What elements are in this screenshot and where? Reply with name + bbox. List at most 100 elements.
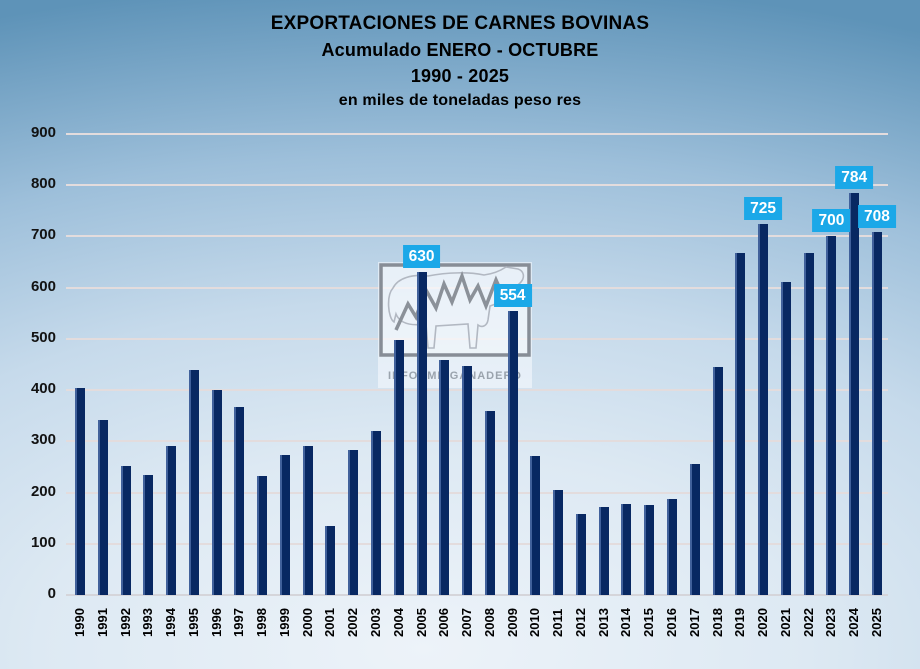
- y-tick-label-600: 600: [30, 277, 56, 295]
- bar-2014: [621, 504, 632, 595]
- bar-2012: [575, 514, 586, 595]
- bar-2008: [484, 411, 495, 595]
- x-tick-label-2003: 2003: [368, 608, 383, 637]
- bar-2006: [439, 360, 450, 595]
- bar-2001: [325, 526, 336, 595]
- x-tick-label-2023: 2023: [823, 608, 839, 637]
- chart-subtitle-years: 1990 - 2025: [410, 66, 510, 86]
- x-axis-line: [66, 594, 888, 596]
- chart-subtitle-period: Acumulado ENERO - OCTUBRE: [321, 40, 599, 60]
- x-tick-label-1997: 1997: [231, 608, 247, 637]
- bar-2024: [849, 193, 860, 595]
- x-tick-label-1996: 1996: [208, 608, 224, 637]
- bar-2004: [393, 340, 404, 595]
- bar-1993: [143, 474, 154, 595]
- bar-2016: [667, 498, 678, 595]
- bar-2007: [462, 366, 473, 595]
- y-tick-label-400: 400: [30, 380, 56, 398]
- gridline-200: [66, 491, 888, 494]
- bar-1997: [234, 407, 245, 595]
- bar-2000: [302, 445, 313, 595]
- bar-2010: [530, 456, 541, 595]
- bar-2005: [416, 272, 427, 595]
- x-tick-label-2017: 2017: [686, 608, 702, 637]
- bar-2017: [689, 463, 700, 595]
- x-tick-label-1993: 1993: [140, 608, 156, 637]
- x-tick-label-2011: 2011: [550, 608, 566, 637]
- x-tick-label-2025: 2025: [868, 608, 884, 637]
- watermark-label: INFORME GANADERO: [388, 370, 522, 382]
- bar-2002: [348, 449, 359, 595]
- zigzag-chart-icon: [394, 270, 506, 331]
- x-tick-label-2018: 2018: [709, 608, 725, 637]
- x-tick-label-2024: 2024: [846, 608, 862, 637]
- bar-2015: [644, 505, 655, 595]
- data-label-2024: 784: [835, 166, 874, 190]
- x-tick-label-2016: 2016: [664, 608, 680, 637]
- cow-outline-icon: [387, 266, 525, 349]
- x-tick-label-2002: 2002: [345, 608, 361, 637]
- x-tick-label-1990: 1990: [72, 608, 87, 637]
- bar-2019: [735, 253, 746, 595]
- x-tick-label-2008: 2008: [481, 608, 497, 637]
- x-tick-label-2005: 2005: [413, 608, 429, 637]
- y-tick-label-700: 700: [30, 226, 56, 244]
- bar-2020: [758, 223, 769, 595]
- x-tick-label-2010: 2010: [527, 608, 543, 637]
- y-tick-label-200: 200: [30, 482, 56, 500]
- x-tick-label-2007: 2007: [459, 608, 475, 637]
- x-tick-label-2021: 2021: [777, 608, 793, 637]
- x-tick-label-2000: 2000: [299, 608, 315, 637]
- x-tick-label-1992: 1992: [117, 608, 133, 637]
- y-tick-label-900: 900: [30, 124, 56, 141]
- x-tick-label-2009: 2009: [504, 608, 520, 637]
- chart-title: EXPORTACIONES DE CARNES BOVINAS: [270, 13, 650, 34]
- gridline-400: [66, 389, 888, 392]
- bar-2018: [712, 366, 723, 595]
- bar-1999: [279, 454, 290, 595]
- x-tick-label-1991: 1991: [94, 608, 110, 637]
- y-tick-label-300: 300: [30, 431, 56, 449]
- bar-1990: [75, 388, 85, 595]
- x-tick-label-2013: 2013: [595, 608, 611, 637]
- x-tick-label-1995: 1995: [185, 608, 201, 637]
- data-label-2025: 708: [858, 205, 896, 229]
- x-tick-label-2022: 2022: [800, 608, 816, 637]
- data-label-2020: 725: [744, 196, 783, 220]
- gridline-300: [66, 440, 888, 443]
- x-tick-label-2020: 2020: [755, 608, 771, 637]
- y-tick-label-0: 0: [47, 585, 56, 602]
- bar-1992: [120, 466, 131, 595]
- bar-1996: [211, 389, 222, 595]
- data-label-2005: 630: [402, 245, 441, 269]
- chart-subtitle-units: en miles de toneladas peso res: [338, 92, 582, 109]
- x-tick-label-2004: 2004: [390, 608, 406, 637]
- bar-2021: [780, 281, 791, 595]
- bar-2025: [871, 232, 882, 595]
- x-tick-label-2014: 2014: [618, 608, 634, 637]
- x-tick-label-2015: 2015: [641, 608, 657, 637]
- x-tick-label-1998: 1998: [254, 608, 270, 637]
- x-tick-label-2006: 2006: [436, 608, 452, 637]
- gridline-800: [66, 184, 888, 187]
- bar-2013: [598, 506, 609, 595]
- bar-1998: [257, 475, 268, 595]
- x-tick-label-1994: 1994: [163, 608, 179, 637]
- data-label-2023: 700: [812, 209, 851, 233]
- y-tick-label-500: 500: [30, 328, 56, 346]
- x-tick-label-2012: 2012: [572, 608, 588, 637]
- data-label-2009: 554: [493, 284, 532, 308]
- gridline-100: [66, 542, 888, 545]
- bar-2009: [507, 311, 518, 595]
- bar-1991: [97, 419, 108, 595]
- y-tick-label-100: 100: [30, 533, 56, 551]
- bar-2003: [371, 431, 381, 595]
- x-tick-label-2001: 2001: [322, 608, 338, 637]
- x-tick-label-1999: 1999: [276, 608, 292, 637]
- x-tick-label-2019: 2019: [732, 608, 748, 637]
- bar-2011: [553, 489, 564, 595]
- bar-2022: [803, 253, 814, 595]
- gridline-700: [66, 235, 888, 238]
- bar-1995: [188, 370, 199, 595]
